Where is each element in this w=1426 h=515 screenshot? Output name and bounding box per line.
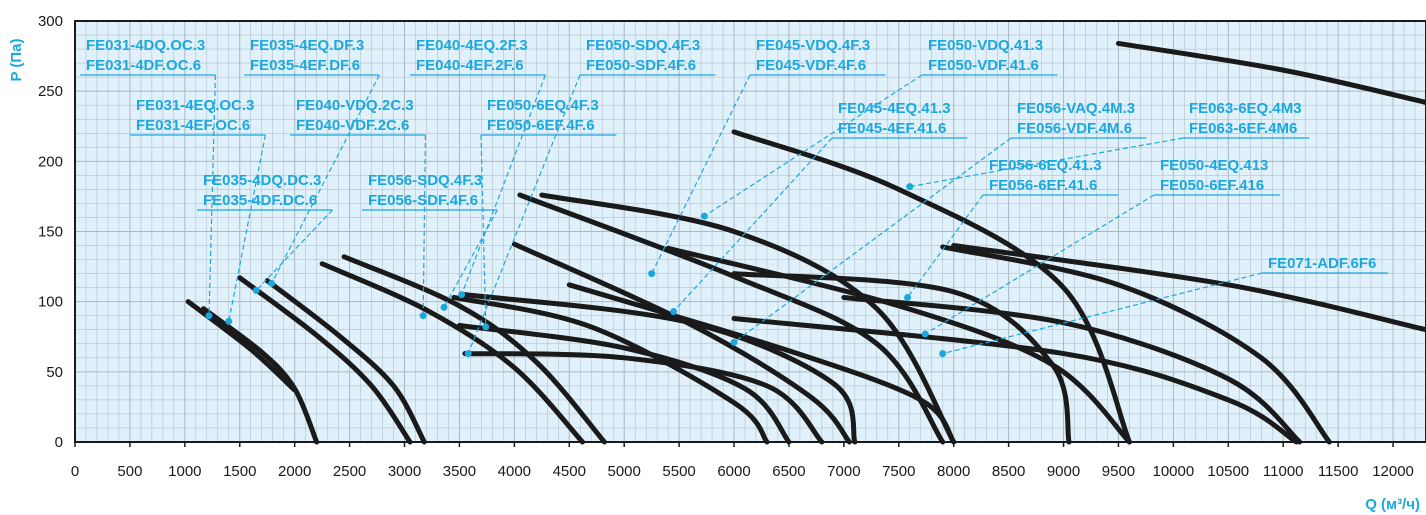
- curve-label: FE035-4DQ.DC.3: [203, 172, 321, 189]
- x-tick-label: 5500: [662, 463, 695, 480]
- y-tick-label: 300: [38, 13, 63, 30]
- x-tick-label: 6500: [772, 463, 805, 480]
- curve-label: FE050-SDQ.4F.3: [586, 37, 700, 54]
- y-tick-label: 100: [38, 294, 63, 311]
- curve-label: FE045-4EQ.41.3: [838, 100, 951, 117]
- curve-label: FE045-VDQ.4F.3: [756, 37, 870, 54]
- operating-point: [701, 213, 708, 220]
- curve-label: FE056-SDQ.4F.3: [368, 172, 482, 189]
- x-tick-label: 1500: [223, 463, 256, 480]
- curve-label: FE050-SDF.4F.6: [586, 57, 696, 74]
- curve-label: FE040-4EQ.2F.3: [416, 37, 528, 54]
- x-tick-label: 9000: [1047, 463, 1080, 480]
- curve-label: FE040-4EF.2F.6: [416, 57, 524, 74]
- x-tick-label: 7500: [882, 463, 915, 480]
- curve-label: FE050-VDF.41.6: [928, 57, 1039, 74]
- y-axis-label: P (Па): [8, 38, 25, 81]
- x-tick-label: 10000: [1153, 463, 1195, 480]
- curve-label: FE035-4EF.DF.6: [250, 57, 360, 74]
- x-tick-label: 12000: [1372, 463, 1414, 480]
- x-tick-label: 8000: [937, 463, 970, 480]
- x-tick-label: 11500: [1318, 463, 1359, 480]
- curve-label: FE031-4EQ.OC.3: [136, 97, 254, 114]
- curve-label: FE035-4DF.DC.6: [203, 192, 317, 209]
- y-tick-label: 150: [38, 224, 63, 241]
- operating-point: [482, 323, 489, 330]
- x-tick-label: 8500: [992, 463, 1025, 480]
- operating-point: [904, 294, 911, 301]
- operating-point: [939, 350, 946, 357]
- x-tick-label: 4500: [553, 463, 586, 480]
- curve-label: FE056-6EQ.41.3: [989, 157, 1102, 174]
- curve-label: FE045-VDF.4F.6: [756, 57, 866, 74]
- operating-point: [206, 312, 213, 319]
- x-axis-label: Q (м³/ч): [1365, 496, 1420, 513]
- operating-point: [458, 291, 465, 298]
- x-tick-label: 4000: [498, 463, 531, 480]
- operating-point: [441, 304, 448, 311]
- x-tick-label: 5000: [607, 463, 640, 480]
- operating-point: [465, 350, 472, 357]
- curve-label: FE050-VDQ.41.3: [928, 37, 1043, 54]
- curve-label: FE050-4EQ.413: [1160, 157, 1268, 174]
- x-tick-label: 3500: [443, 463, 476, 480]
- y-tick-label: 50: [46, 364, 63, 381]
- x-tick-label: 6000: [717, 463, 750, 480]
- operating-point: [253, 287, 260, 294]
- y-tick-label: 250: [38, 83, 63, 100]
- curve-label: FE040-VDQ.2C.3: [296, 97, 414, 114]
- operating-point: [670, 308, 677, 315]
- curve-label: FE031-4DF.OC.6: [86, 57, 201, 74]
- curve-label: FE056-SDF.4F.6: [368, 192, 478, 209]
- y-tick-label: 200: [38, 153, 63, 170]
- x-tick-label: 0: [71, 463, 79, 480]
- curve-label: FE031-4EF.OC.6: [136, 117, 250, 134]
- x-tick-label: 7000: [827, 463, 860, 480]
- curve-label: FE035-4EQ.DF.3: [250, 37, 364, 54]
- operating-point: [922, 330, 929, 337]
- operating-point: [420, 312, 427, 319]
- operating-point: [268, 280, 275, 287]
- curve-label: FE056-VAQ.4M.3: [1017, 100, 1135, 117]
- curve-label: FE056-6EF.41.6: [989, 177, 1097, 194]
- y-axis-ticks: 0 50 100 150 200 250 300: [38, 13, 63, 451]
- x-tick-label: 1000: [168, 463, 201, 480]
- x-tick-label: 11000: [1263, 463, 1304, 480]
- operating-point: [225, 318, 232, 325]
- curve-label: FE045-4EF.41.6: [838, 120, 946, 137]
- x-tick-label: 500: [117, 463, 142, 480]
- curve-label: FE050-6EF.416: [1160, 177, 1264, 194]
- curve-label: FE050-6EF.4F.6: [487, 117, 595, 134]
- y-tick-label: 0: [55, 434, 63, 451]
- x-tick-label: 2000: [278, 463, 311, 480]
- curve-label: FE050-6EQ.4F.3: [487, 97, 599, 114]
- operating-point: [648, 270, 655, 277]
- x-axis-ticks: 0 500 1000 1500 2000 2500 3000 3500 4000 4500 5000…: [71, 442, 1414, 480]
- x-tick-label: 10500: [1207, 463, 1249, 480]
- curve-label: FE040-VDF.2C.6: [296, 117, 409, 134]
- curve-label: FE031-4DQ.OC.3: [86, 37, 205, 54]
- curve-label: FE071-ADF.6F6: [1268, 255, 1376, 272]
- x-tick-label: 3000: [388, 463, 421, 480]
- operating-point: [906, 183, 913, 190]
- curve-label: FE056-VDF.4M.6: [1017, 120, 1132, 137]
- curve-label: FE063-6EF.4M6: [1189, 120, 1297, 137]
- curve-label: FE063-6EQ.4M3: [1189, 100, 1302, 117]
- operating-point: [731, 339, 738, 346]
- x-tick-label: 2500: [333, 463, 366, 480]
- x-tick-label: 9500: [1102, 463, 1135, 480]
